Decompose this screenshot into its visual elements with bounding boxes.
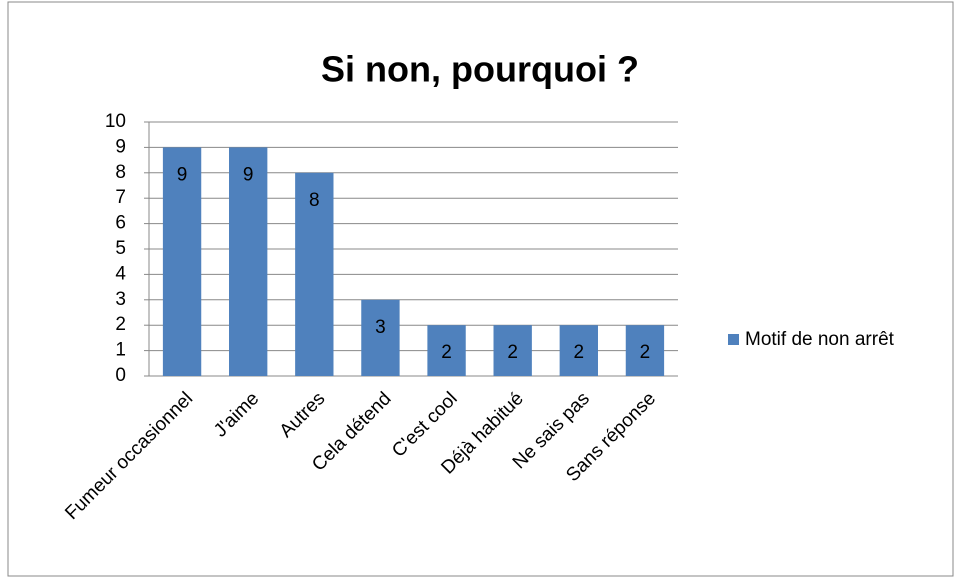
data-label: 2	[507, 342, 518, 363]
y-tick-label: 4	[115, 263, 126, 284]
bar	[295, 172, 334, 376]
legend-swatch	[728, 334, 739, 345]
bar	[162, 147, 202, 376]
bar	[559, 325, 598, 376]
data-label: 2	[574, 342, 585, 363]
bar	[427, 325, 466, 376]
bar	[361, 299, 400, 376]
data-label: 2	[640, 342, 651, 363]
data-label: 2	[441, 342, 452, 363]
y-tick-label: 9	[115, 136, 126, 157]
y-tick-label: 5	[115, 238, 126, 259]
y-tick-label: 3	[115, 289, 126, 310]
chart-title: Si non, pourquoi ?	[321, 49, 639, 90]
y-tick-label: 10	[105, 111, 126, 132]
bar	[493, 325, 532, 376]
y-tick-label: 7	[115, 187, 126, 208]
bar	[229, 147, 268, 376]
y-tick-label: 8	[115, 162, 126, 183]
data-label: 3	[375, 317, 386, 338]
y-tick-label: 1	[115, 340, 126, 361]
data-label: 8	[309, 190, 320, 211]
y-tick-label: 2	[115, 314, 126, 335]
y-tick-label: 0	[115, 365, 126, 386]
legend-label: Motif de non arrêt	[745, 329, 895, 350]
bar	[625, 325, 665, 376]
data-label: 9	[243, 164, 254, 185]
data-label: 9	[177, 164, 188, 185]
y-tick-label: 6	[115, 213, 126, 234]
